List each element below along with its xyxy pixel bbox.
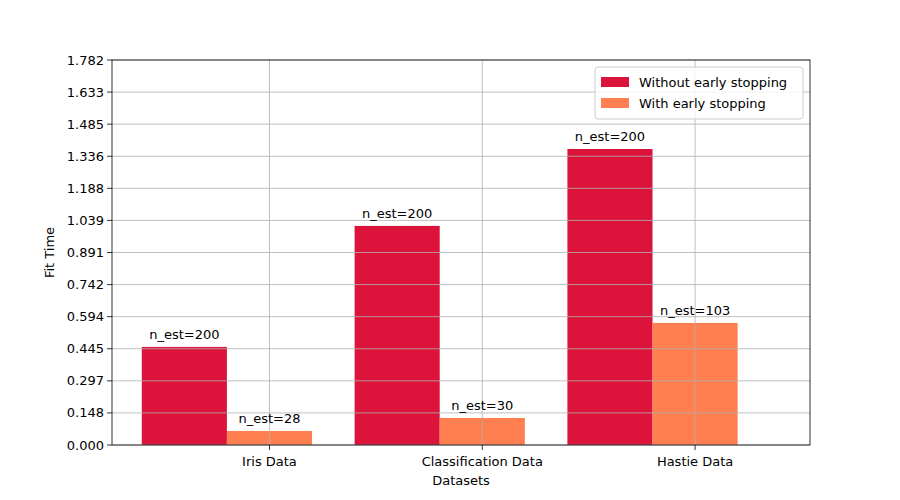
annotation: n_est=103 bbox=[660, 303, 730, 318]
tick-label: Iris Data bbox=[242, 454, 297, 469]
tick-label: 1.039 bbox=[67, 213, 104, 228]
grid-line bbox=[112, 156, 810, 157]
tick-label: 1.633 bbox=[67, 85, 104, 100]
legend-swatch bbox=[601, 98, 629, 108]
legend-box bbox=[595, 67, 803, 119]
tick-label: 0.742 bbox=[67, 277, 104, 292]
bar bbox=[142, 347, 227, 445]
tick-label: 0.594 bbox=[67, 309, 104, 324]
tick-mark bbox=[107, 284, 112, 285]
annotation: n_est=200 bbox=[149, 327, 219, 342]
tick-mark bbox=[107, 92, 112, 93]
tick-mark bbox=[107, 445, 112, 446]
tick-mark bbox=[107, 316, 112, 317]
grid-line bbox=[269, 60, 270, 445]
chart: 0.000 0.148 0.297 0.445 0.594 0.742 0.891 1.039… bbox=[0, 0, 900, 500]
grid-line bbox=[482, 60, 483, 445]
annotation: n_est=30 bbox=[451, 398, 513, 413]
legend-label: Without early stopping bbox=[639, 75, 787, 90]
tick-mark bbox=[482, 445, 483, 450]
plot-frame bbox=[112, 60, 810, 445]
tick-mark bbox=[107, 124, 112, 125]
annotation: n_est=28 bbox=[238, 411, 300, 426]
tick-label: 0.445 bbox=[67, 341, 104, 356]
grid-line bbox=[112, 348, 810, 349]
tick-mark bbox=[107, 252, 112, 253]
tick-mark bbox=[107, 348, 112, 349]
grid-line bbox=[112, 252, 810, 253]
legend: Without early stopping With early stoppin… bbox=[595, 67, 803, 119]
tick-label: Classification Data bbox=[422, 454, 543, 469]
background bbox=[0, 0, 900, 500]
tick-label: 1.485 bbox=[67, 117, 104, 132]
bars bbox=[142, 149, 738, 445]
bar bbox=[567, 149, 652, 445]
grid-line bbox=[112, 188, 810, 189]
tick-mark bbox=[107, 60, 112, 61]
tick-mark bbox=[107, 156, 112, 157]
grid-line bbox=[112, 380, 810, 381]
tick-mark bbox=[107, 188, 112, 189]
grid bbox=[112, 60, 810, 445]
grid-line bbox=[112, 220, 810, 221]
tick-label: 1.782 bbox=[67, 53, 104, 68]
axis-label: Fit Time bbox=[42, 227, 57, 278]
tick-mark bbox=[107, 380, 112, 381]
tick-label: 0.000 bbox=[67, 438, 104, 453]
annotation: n_est=200 bbox=[362, 206, 432, 221]
tick-label: 1.336 bbox=[67, 149, 104, 164]
bar bbox=[355, 226, 440, 445]
tick-label: 0.891 bbox=[67, 245, 104, 260]
axis-label: Datasets bbox=[432, 473, 490, 488]
tick-label: 0.148 bbox=[67, 405, 104, 420]
tick-mark bbox=[107, 412, 112, 413]
legend-label: With early stopping bbox=[639, 96, 766, 111]
grid-line bbox=[112, 284, 810, 285]
annotation: n_est=200 bbox=[575, 129, 645, 144]
grid-line bbox=[112, 124, 810, 125]
tick-label: Hastie Data bbox=[657, 454, 733, 469]
legend-swatch bbox=[601, 77, 629, 87]
tick-mark bbox=[695, 445, 696, 450]
tick-mark bbox=[107, 220, 112, 221]
tick-mark bbox=[269, 445, 270, 450]
tick-label: 0.297 bbox=[67, 373, 104, 388]
tick-label: 1.188 bbox=[67, 181, 104, 196]
